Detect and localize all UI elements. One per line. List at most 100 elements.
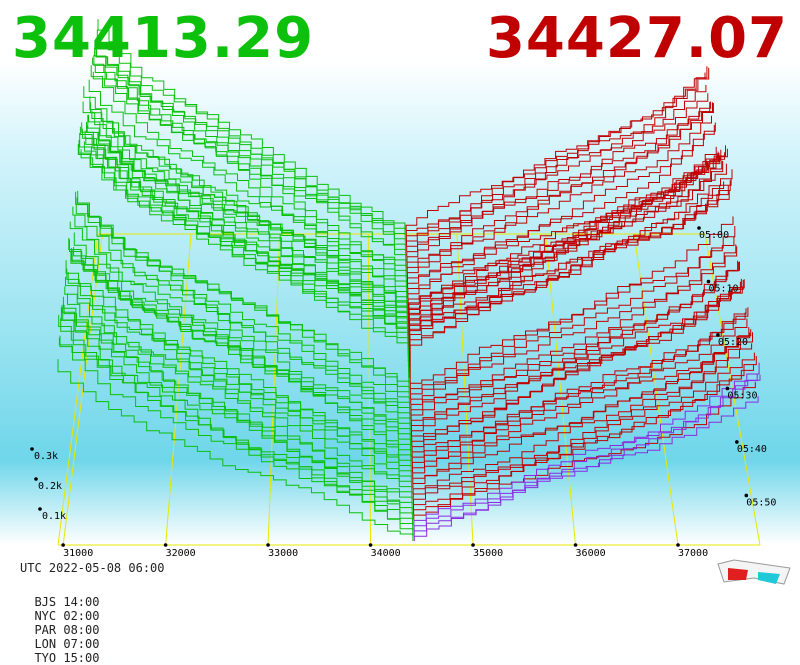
bid-depth-line	[97, 19, 406, 230]
ask-depth-line	[412, 329, 752, 489]
bid-depth-line	[90, 65, 407, 283]
bid-depth-line	[70, 250, 411, 441]
x-tick-label: 32000	[166, 548, 196, 559]
bid-depth-line	[64, 286, 413, 489]
ask-depth-lines	[405, 66, 761, 541]
grid-line-x	[633, 233, 679, 546]
ask-depth-line	[412, 332, 753, 499]
ask-depth-line	[405, 72, 706, 230]
timezone-lon: LON 07:00	[34, 637, 100, 651]
ask-depth-line	[412, 343, 753, 494]
bid-depth-line	[62, 308, 413, 505]
ask-depth-line	[411, 308, 747, 462]
x-tick-mark	[471, 543, 475, 547]
grid-left-edge	[57, 233, 99, 546]
bid-depth-line	[77, 144, 410, 383]
ask-depth-line	[406, 115, 712, 267]
bid-depth-line	[68, 237, 412, 457]
x-tick-label: 33000	[268, 548, 298, 559]
ask-depth-line	[407, 153, 718, 299]
ask-depth-line	[409, 236, 735, 394]
ask-depth-line	[411, 318, 748, 468]
ask-depth-line	[408, 152, 726, 341]
bid-depth-line	[60, 307, 413, 515]
bid-depth-line	[65, 276, 412, 483]
time-tick-mark	[706, 279, 711, 284]
time-tick-label: 05:10	[708, 283, 738, 294]
ask-price: 34427.07	[485, 6, 788, 71]
time-tick-mark	[744, 493, 749, 498]
bid-depth-line	[89, 96, 407, 294]
bid-depth-line	[86, 121, 408, 320]
z-tick-mark	[38, 507, 42, 511]
bid-depth-line	[78, 140, 410, 378]
time-tick-mark	[735, 440, 739, 444]
x-tick-label: 31000	[63, 548, 93, 559]
depth-chart: 31000 32000 33000 34000 35000 36000 37000 0.1k 0…	[30, 19, 776, 559]
ask-depth-line	[409, 148, 728, 357]
ask-depth-line	[413, 362, 760, 536]
x-tick-label: 36000	[576, 548, 606, 559]
3d-glasses-icon[interactable]	[714, 556, 794, 590]
x-tick-mark	[676, 543, 680, 547]
ask-depth-line	[406, 67, 710, 252]
ask-depth-line	[408, 145, 726, 346]
grid-line-x	[267, 233, 281, 546]
ask-depth-line	[410, 261, 740, 425]
time-tick-label: 05:20	[718, 337, 748, 348]
ask-depth-line	[412, 307, 749, 473]
z-tick-label: 0.1k	[42, 511, 66, 522]
ask-depth-line	[413, 396, 759, 531]
bid-depth-line	[66, 268, 412, 473]
time-tick-mark	[697, 226, 701, 230]
bid-depth-line	[65, 260, 412, 478]
bid-depth-line	[92, 57, 407, 273]
ask-depth-line	[412, 327, 750, 478]
x-tick-mark	[266, 543, 270, 547]
timezone-bjs: BJS 14:00	[34, 595, 100, 609]
bid-depth-line	[67, 272, 412, 462]
time-tick-label: 05:30	[727, 390, 757, 401]
bid-depth-line	[69, 239, 412, 452]
ask-depth-line	[406, 102, 711, 257]
bid-depth-line	[75, 204, 410, 399]
time-tick-mark	[716, 333, 720, 337]
ask-depth-line	[406, 93, 709, 246]
bid-price: 34413.29	[12, 6, 315, 71]
ask-depth-line	[406, 102, 713, 273]
bid-depth-line	[92, 71, 407, 267]
bid-depth-line	[75, 191, 410, 404]
bid-depth-line	[83, 86, 409, 341]
ask-depth-line	[409, 190, 730, 368]
grid-line-x	[544, 233, 577, 546]
bid-depth-line	[94, 47, 407, 257]
bid-depth-line	[82, 101, 409, 346]
ask-depth-line	[406, 103, 714, 278]
timezone-list: BJS 14:00 NYC 02:00 PAR 08:00 LON 07:00 …	[20, 581, 125, 665]
bid-depth-line	[74, 214, 410, 410]
x-tick-mark	[61, 543, 65, 547]
bid-depth-line	[96, 43, 406, 241]
grid-line-x	[165, 233, 192, 546]
ask-depth-line	[405, 85, 707, 236]
bid-depth-line	[86, 125, 408, 315]
ask-depth-line	[410, 244, 737, 404]
bid-depth-line	[96, 29, 406, 236]
bid-depth-lines	[57, 19, 414, 541]
bid-depth-line	[77, 190, 410, 389]
timezone-par: PAR 08:00	[34, 623, 100, 637]
time-tick-label: 05:50	[746, 497, 776, 508]
ask-depth-line	[407, 125, 715, 283]
chart-tick-labels: 31000 32000 33000 34000 35000 36000 37000 0.1k 0…	[30, 226, 776, 559]
grid-line-x	[367, 233, 372, 546]
x-tick-label: 34000	[371, 548, 401, 559]
ask-depth-line	[409, 169, 733, 383]
x-tick-label: 35000	[473, 548, 503, 559]
x-tick-mark	[163, 543, 168, 547]
ask-depth-line	[413, 382, 756, 515]
bid-depth-line	[62, 296, 413, 499]
z-tick-mark	[34, 477, 38, 481]
timezone-tyo: TYO 15:00	[34, 651, 100, 665]
x-tick-mark	[368, 543, 373, 547]
x-tick-mark	[573, 543, 578, 547]
